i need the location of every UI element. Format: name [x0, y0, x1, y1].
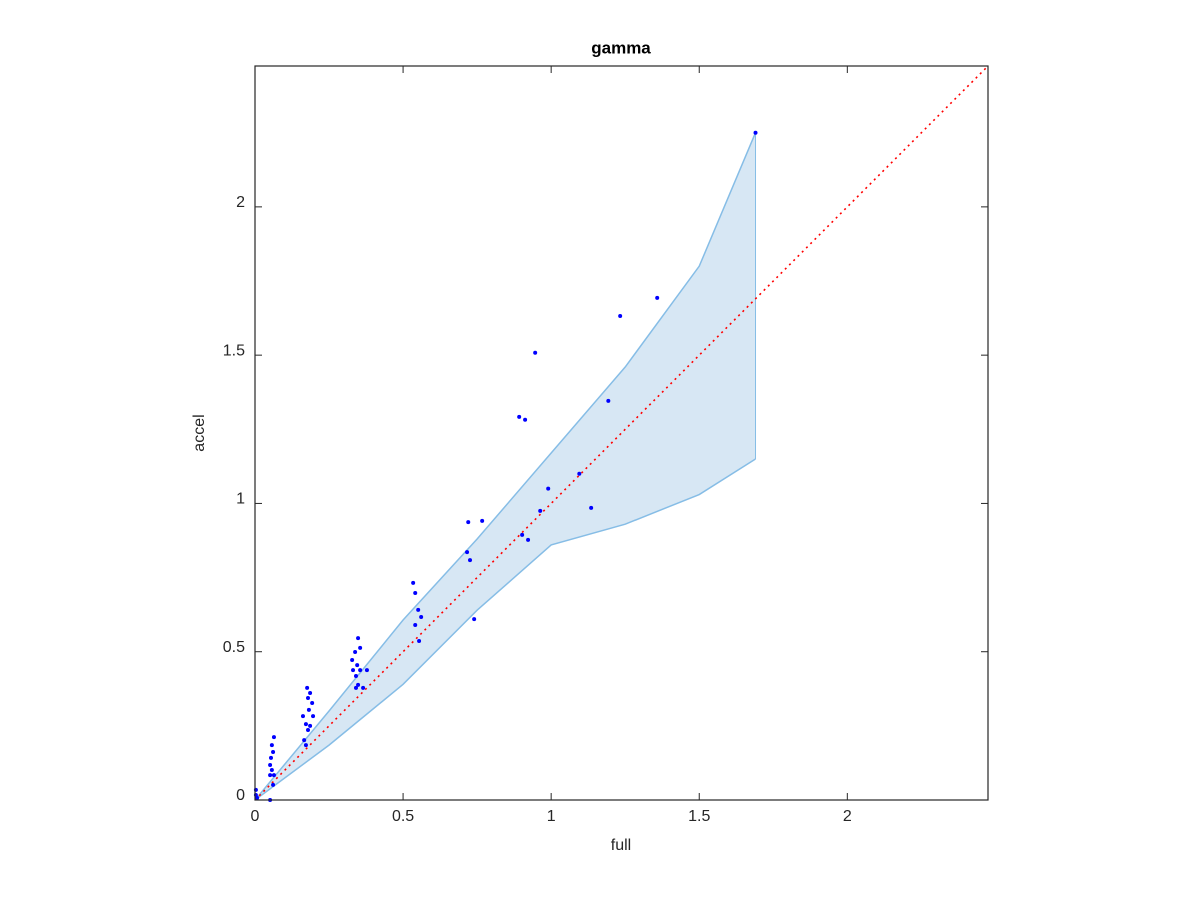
data-point — [353, 650, 358, 655]
data-point — [358, 645, 363, 650]
data-point — [271, 782, 276, 787]
data-point — [310, 701, 315, 706]
data-point — [413, 623, 418, 628]
data-point — [269, 768, 274, 773]
data-point — [355, 663, 360, 668]
data-point — [753, 130, 758, 135]
data-point — [417, 639, 422, 644]
x-axis-label: full — [611, 837, 631, 854]
data-point — [350, 658, 355, 663]
data-point — [589, 505, 594, 510]
data-point — [269, 743, 274, 748]
data-point — [358, 668, 363, 673]
data-point — [361, 685, 366, 690]
data-point — [364, 668, 369, 673]
data-point — [255, 795, 260, 800]
x-tick-label: 1.5 — [688, 808, 710, 825]
data-point — [271, 773, 276, 778]
data-point — [356, 636, 361, 641]
x-tick-label: 0.5 — [392, 808, 414, 825]
data-point — [526, 537, 531, 542]
data-point — [306, 695, 311, 700]
data-point — [465, 550, 470, 555]
y-tick-label: 1 — [236, 491, 245, 508]
data-point — [268, 763, 273, 768]
data-point — [517, 414, 522, 419]
y-tick-label: 2 — [236, 194, 245, 211]
data-point — [577, 471, 582, 476]
axes-box — [254, 65, 989, 801]
data-point — [533, 350, 538, 355]
data-point — [306, 728, 311, 733]
data-point — [472, 617, 477, 622]
data-point — [520, 532, 525, 537]
data-point — [468, 558, 473, 563]
data-point — [353, 685, 358, 690]
data-point — [480, 518, 485, 523]
data-point — [271, 749, 276, 754]
band-area — [255, 132, 756, 800]
data-point — [308, 690, 313, 695]
data-point — [311, 714, 316, 719]
data-point — [655, 295, 660, 300]
data-point — [351, 668, 356, 673]
y-tick-label: 0 — [236, 787, 245, 804]
data-point — [523, 417, 528, 422]
data-point — [271, 735, 276, 740]
data-point — [353, 674, 358, 679]
x-tick-label: 1 — [547, 808, 556, 825]
data-point — [546, 486, 551, 491]
data-point — [308, 723, 313, 728]
data-point — [268, 773, 273, 778]
y-tick-label: 0.5 — [223, 639, 245, 656]
data-point — [413, 590, 418, 595]
data-point — [356, 682, 361, 687]
data-point — [300, 714, 305, 719]
x-tick-label: 2 — [843, 808, 852, 825]
data-point — [466, 520, 471, 525]
data-point — [416, 607, 421, 612]
data-point — [538, 508, 543, 513]
data-point — [606, 398, 611, 403]
y-tick-label: 1.5 — [223, 342, 245, 359]
data-point — [302, 738, 307, 743]
data-point — [618, 314, 623, 319]
data-point — [411, 580, 416, 585]
chart-title: gamma — [591, 38, 651, 57]
y-axis-label: accel — [191, 414, 208, 451]
data-point — [419, 615, 424, 620]
data-point — [268, 755, 273, 760]
data-point — [306, 707, 311, 712]
x-tick-label: 0 — [251, 808, 260, 825]
data-point — [305, 685, 310, 690]
data-point — [303, 743, 308, 748]
band-lower-edge — [254, 458, 756, 801]
reference-line — [254, 65, 989, 801]
band-upper-edge — [254, 132, 757, 801]
data-point — [303, 722, 308, 727]
